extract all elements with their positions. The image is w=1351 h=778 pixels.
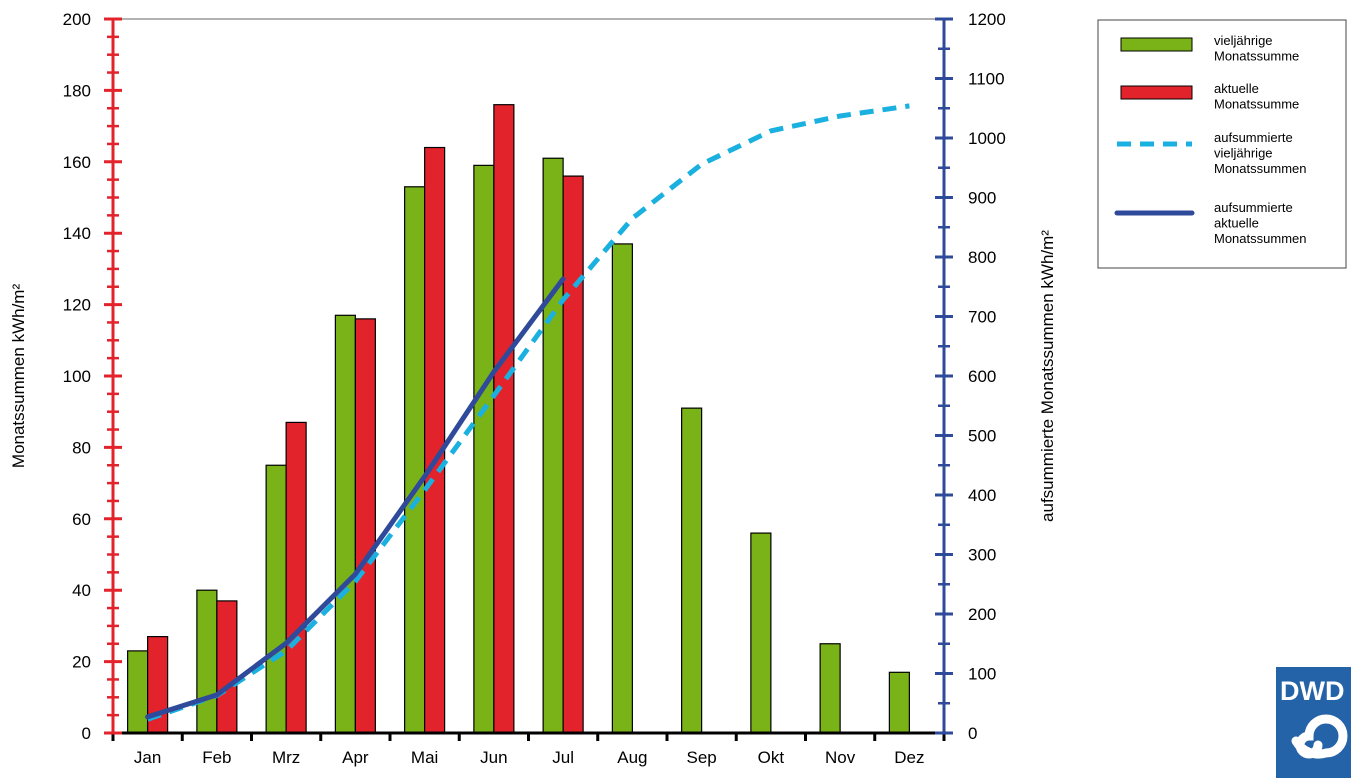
y-right-tick-label: 500 — [968, 427, 996, 446]
dwd-logo-spiral — [1291, 714, 1348, 759]
legend-label: Monatssumme — [1214, 49, 1299, 64]
y-right-tick-label: 700 — [968, 308, 996, 327]
legend-label: Monatssummen — [1214, 231, 1306, 246]
y-left-axis-title: Monatssummen kWh/m² — [9, 284, 28, 469]
y-left-tick-label: 180 — [63, 81, 91, 100]
bar-1-Jun — [493, 104, 515, 734]
legend-box — [1097, 19, 1347, 269]
legend-label: aktuelle — [1214, 81, 1259, 96]
y-right-tick-label: 800 — [968, 248, 996, 267]
bar-0-Aug — [611, 243, 633, 734]
y-left-tick-label: 0 — [82, 724, 91, 743]
bar-1-Mai — [424, 146, 446, 734]
y-right-tick-label: 900 — [968, 189, 996, 208]
y-left-tick-label: 60 — [72, 510, 91, 529]
x-tick-label: Jun — [480, 748, 507, 767]
y-left-tick-label: 40 — [72, 581, 91, 600]
legend-label: Monatssummen — [1214, 161, 1306, 176]
x-tick-label: Dez — [894, 748, 924, 767]
y-right-tick-label: 200 — [968, 605, 996, 624]
x-tick-label: Nov — [825, 748, 856, 767]
x-tick-label: Feb — [202, 748, 231, 767]
x-tick-label: Sep — [687, 748, 717, 767]
dwd-logo-text: DWD — [1280, 676, 1344, 706]
bar-0-Okt — [750, 532, 772, 734]
legend-label: vieljährige — [1214, 146, 1273, 161]
axes-group: Jan Feb Mrz Apr Mai Jun Jul Aug Sep Okt Nov Dez 0 20 4… — [63, 10, 1006, 767]
legend-label: vieljährige — [1214, 33, 1273, 48]
y-right-tick-label: 1100 — [968, 70, 1005, 89]
bar-0-Feb — [196, 589, 218, 734]
bar-group — [127, 104, 910, 734]
legend-swatch-current-bar — [1120, 85, 1193, 100]
legend-label: aktuelle — [1214, 216, 1259, 231]
y-left-tick-label: 80 — [72, 438, 91, 457]
bar-0-Apr — [334, 314, 356, 734]
y-left-tick-label: 20 — [72, 653, 91, 672]
legend: vieljährigeMonatssummeaktuelleMonatssumm… — [1097, 19, 1347, 269]
x-tick-label: Mai — [411, 748, 438, 767]
bar-0-Mai — [404, 186, 426, 734]
x-tick-label: Aug — [617, 748, 647, 767]
x-tick-label: Okt — [758, 748, 785, 767]
line-cumulative-current — [145, 276, 566, 720]
x-tick-label: Apr — [342, 748, 369, 767]
bar-1-Mrz — [285, 421, 307, 734]
bar-1-Feb — [216, 600, 238, 734]
line-cumulative-longterm — [146, 103, 910, 722]
bar-0-Jan — [127, 650, 149, 734]
y-right-axis-title: aufsummierte Monatssummen kWh/m² — [1038, 230, 1057, 522]
legend-label: aufsummierte — [1214, 130, 1293, 145]
x-tick-label: Jul — [552, 748, 574, 767]
x-tick-label: Mrz — [272, 748, 300, 767]
y-right-tick-label: 600 — [968, 367, 996, 386]
x-tick-label: Jan — [134, 748, 161, 767]
bar-1-Jul — [562, 175, 584, 734]
bar-0-Jun — [473, 164, 495, 734]
y-left-tick-label: 200 — [63, 10, 91, 29]
y-right-tick-label: 100 — [968, 665, 996, 684]
y-right-tick-label: 1200 — [968, 10, 1006, 29]
line-group — [145, 103, 910, 722]
y-left-tick-label: 160 — [63, 153, 91, 172]
y-right-tick-label: 1000 — [968, 129, 1006, 148]
bar-0-Nov — [819, 643, 841, 734]
y-right-tick-label: 300 — [968, 546, 996, 565]
legend-label: aufsummierte — [1214, 200, 1293, 215]
dwd-logo: DWD — [1276, 667, 1351, 778]
y-left-tick-label: 100 — [63, 367, 91, 386]
y-right-tick-label: 0 — [968, 724, 977, 743]
bar-0-Jul — [542, 157, 564, 734]
bar-0-Mrz — [265, 464, 287, 734]
bar-1-Apr — [354, 318, 376, 734]
legend-labels: vieljährigeMonatssummeaktuelleMonatssumm… — [1214, 33, 1306, 246]
y-left-tick-label: 140 — [63, 224, 91, 243]
y-left-tick-label: 120 — [63, 296, 91, 315]
bar-0-Sep — [681, 407, 703, 734]
legend-swatch-longterm-bar — [1120, 37, 1193, 52]
legend-label: Monatssumme — [1214, 97, 1299, 112]
y-right-tick-label: 400 — [968, 486, 996, 505]
bar-0-Dez — [888, 671, 910, 734]
